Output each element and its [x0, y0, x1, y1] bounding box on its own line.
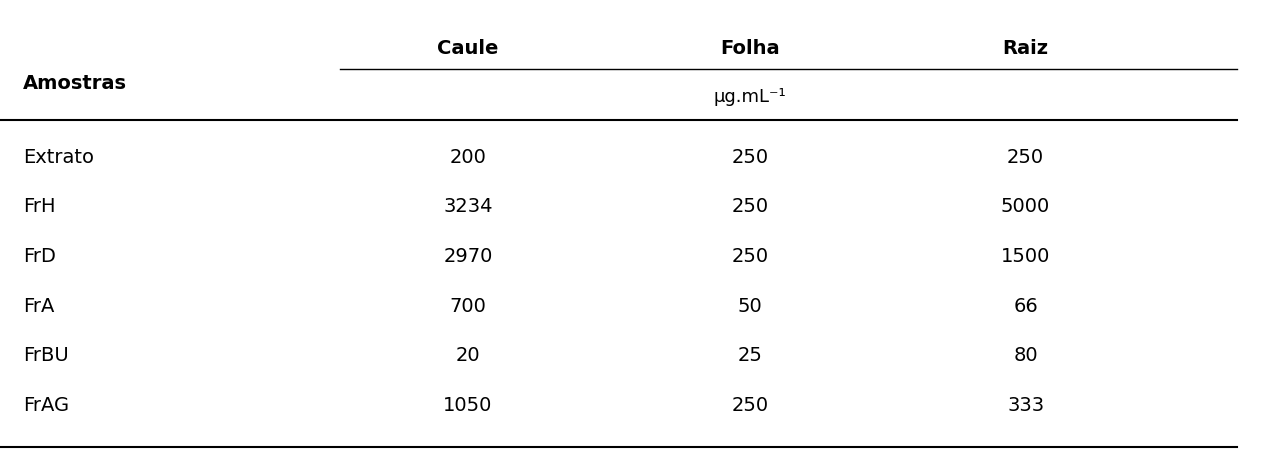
Text: 700: 700	[450, 296, 486, 316]
Text: 5000: 5000	[1001, 197, 1050, 217]
Text: 20: 20	[455, 346, 481, 365]
Text: FrD: FrD	[23, 247, 56, 266]
Text: FrA: FrA	[23, 296, 54, 316]
Text: 200: 200	[450, 148, 486, 167]
Text: Extrato: Extrato	[23, 148, 94, 167]
Text: 333: 333	[1008, 395, 1044, 415]
Text: 80: 80	[1013, 346, 1038, 365]
Text: 25: 25	[737, 346, 763, 365]
Text: 250: 250	[732, 247, 768, 266]
Text: Raiz: Raiz	[1003, 39, 1049, 58]
Text: 50: 50	[737, 296, 763, 316]
Text: 66: 66	[1013, 296, 1038, 316]
Text: FrAG: FrAG	[23, 395, 69, 415]
Text: 250: 250	[732, 148, 768, 167]
Text: Amostras: Amostras	[23, 74, 127, 93]
Text: 250: 250	[732, 197, 768, 217]
Text: 3234: 3234	[444, 197, 492, 217]
Text: Folha: Folha	[720, 39, 779, 58]
Text: 250: 250	[1008, 148, 1044, 167]
Text: 1050: 1050	[444, 395, 492, 415]
Text: FrBU: FrBU	[23, 346, 69, 365]
Text: FrH: FrH	[23, 197, 55, 217]
Text: 1500: 1500	[1001, 247, 1050, 266]
Text: Caule: Caule	[437, 39, 499, 58]
Text: 250: 250	[732, 395, 768, 415]
Text: 2970: 2970	[444, 247, 492, 266]
Text: μg.mL⁻¹: μg.mL⁻¹	[714, 88, 786, 106]
